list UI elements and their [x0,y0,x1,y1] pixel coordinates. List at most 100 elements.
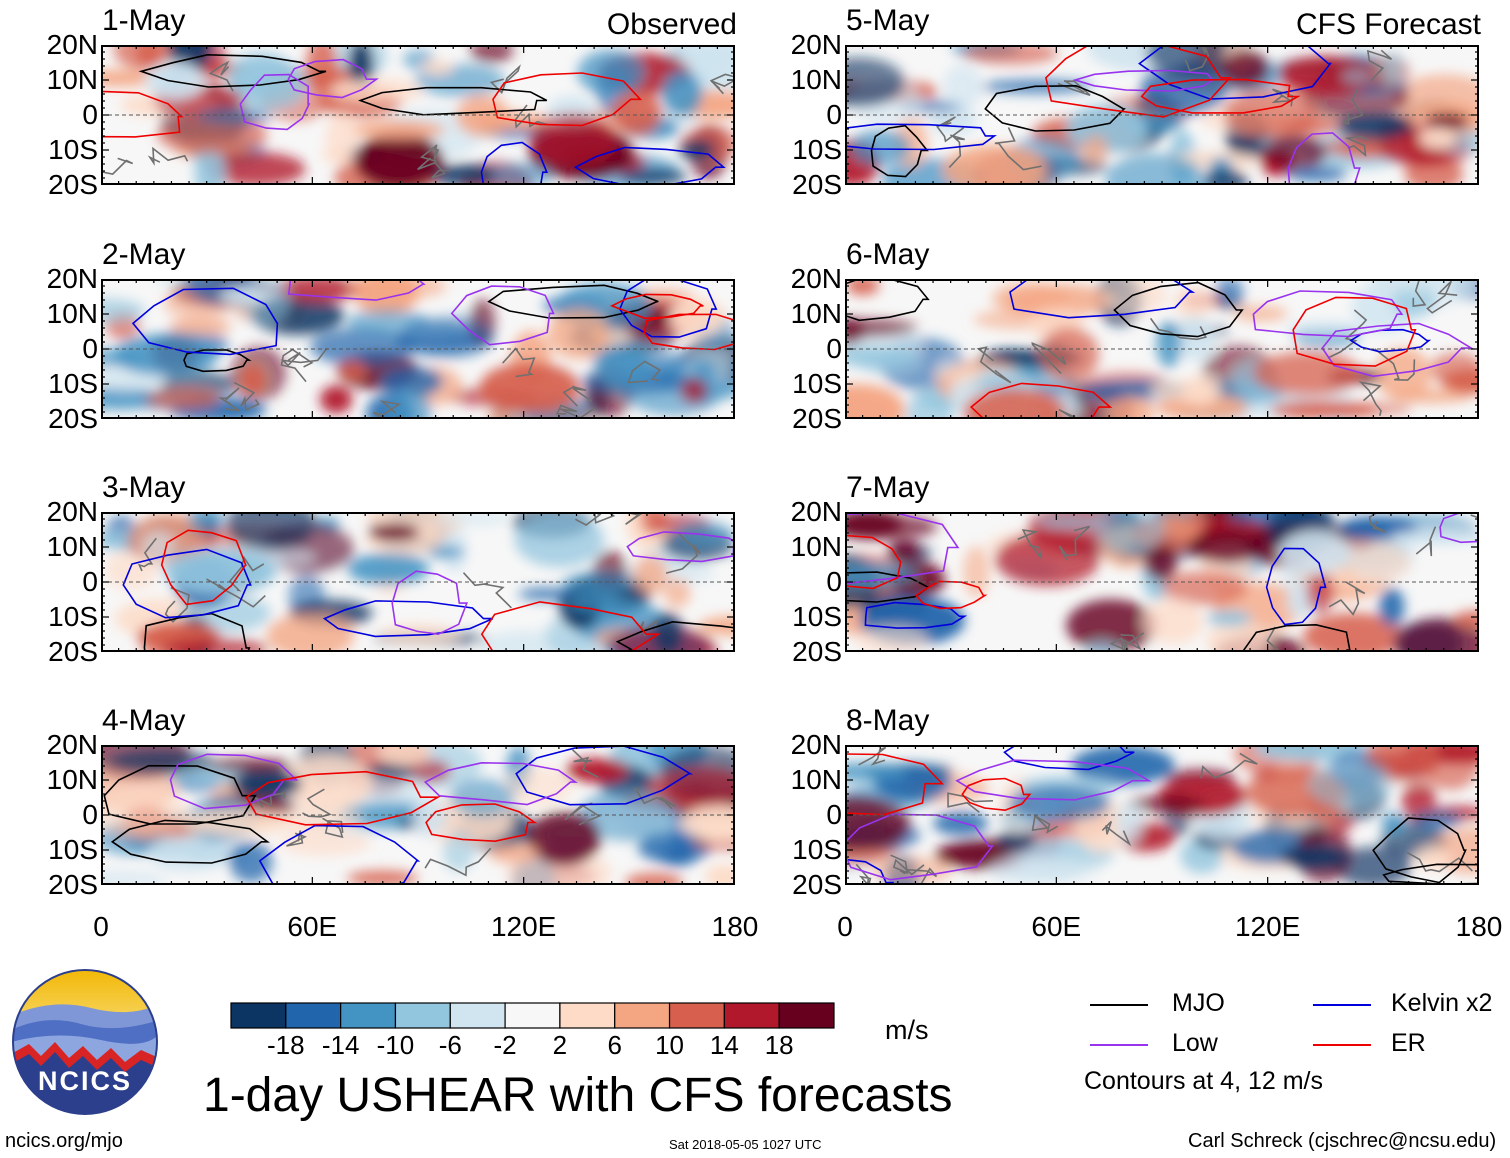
shear-anomaly-blob [1037,515,1106,529]
contour-low [845,512,960,585]
contour-mjo [1372,817,1467,884]
shear-anomaly-blob [845,346,913,368]
coastline [571,749,599,779]
y-tick-label: 20N [46,29,98,60]
shear-anomaly-blob [426,545,465,559]
coastline [564,802,601,826]
contour-kelvin-x2 [258,824,421,885]
y-tick-label: 10S [792,834,842,865]
contour-er [969,382,1113,419]
shear-anomaly-blob [205,152,306,185]
shear-anomaly-blob [339,361,367,381]
coastline [890,854,925,876]
coastline [164,587,190,623]
legend-label: ER [1391,1029,1426,1057]
y-tick-label: 0 [826,566,842,597]
y-tick-label: 20N [790,263,842,294]
shear-anomaly-blob [101,387,165,410]
coastline [1266,626,1282,652]
shear-anomaly-blob [320,385,353,414]
shear-anomaly-blob [282,756,373,811]
contour-low [1439,512,1479,544]
y-tick-label: 10N [790,531,842,562]
shear-anomaly-blob [219,287,271,303]
shear-anomaly-blob [646,766,735,804]
colorbar-tick-label: -10 [376,1030,415,1060]
x-tick-label: 180 [1455,911,1503,942]
colorbar-boxes [230,1002,835,1029]
shear-anomaly-blob [1156,395,1249,419]
shear-anomaly-blob [195,107,272,125]
map-panel [845,45,1479,185]
shear-anomaly-blob [1094,512,1165,555]
shear-anomaly-blob [157,115,268,155]
contour-er [1140,78,1301,114]
y-tick-label: 20N [46,729,98,760]
contour-er [1045,45,1232,118]
shear-anomaly-blob [1161,570,1248,606]
shear-anomaly-blob [309,327,415,366]
shear-anomaly-blob [194,144,225,185]
coastline [1200,752,1258,779]
shear-anomaly-blob [1038,327,1099,383]
coastline [424,847,492,877]
shear-anomaly-blob [348,45,374,87]
shear-anomaly-blob [856,625,929,652]
shear-anomaly-blob [612,90,662,136]
coastline [286,830,308,847]
legend-swatch-er [1313,1044,1371,1046]
colorbar-swatch [778,1002,835,1029]
coastline [1031,814,1058,834]
shear-anomaly-blob [678,139,715,160]
contour-mjo [183,349,252,373]
coastline [1031,342,1067,375]
contour-low [423,761,579,806]
shear-anomaly-blob [669,298,726,336]
shear-anomaly-blob [306,45,339,92]
shear-anomaly-blob [422,60,453,74]
shear-anomaly-blob [1156,321,1182,368]
axis-ticks [845,512,1479,652]
shear-anomaly-blob [963,387,1066,419]
shear-anomaly-blob [503,766,573,807]
website-link[interactable]: ncics.org/mjo [5,1130,123,1152]
map-panel [845,745,1479,885]
y-tick-label: 10S [792,601,842,632]
map-panel [845,279,1479,419]
shear-anomaly-blob [1181,375,1220,406]
shear-anomaly-blob [1233,305,1288,322]
contour-low [450,285,555,346]
shear-anomaly-blob [348,120,446,140]
coastline [1366,49,1393,82]
coastline [208,60,234,92]
shear-anomaly-blob [1379,587,1405,627]
x-tick-label: 60E [287,911,338,942]
shear-anomaly-blob [660,846,696,867]
axis-ticks [845,745,1479,885]
x-tick-label: 180 [711,911,759,942]
coastline [228,555,265,592]
shear-anomaly-blob [906,387,953,419]
y-tick-label: 20S [48,169,98,200]
contour-kelvin-x2 [515,745,694,806]
y-tick-label: 0 [82,99,98,130]
panel-date-label: 2-May [102,238,186,271]
shear-anomaly-blob [266,613,355,652]
shear-anomaly-blob [1174,287,1213,318]
y-tick-label: 10N [790,64,842,95]
shear-anomaly-blob [962,45,1059,65]
shear-anomaly-blob [943,64,983,110]
shear-anomaly-blob [408,759,452,783]
map-panel [101,745,735,885]
shear-anomaly-blob [942,145,1047,185]
main-title: 1-day USHEAR with CFS forecasts [203,1069,953,1122]
shear-anomaly-blob [1278,529,1351,575]
coastline [137,537,157,572]
colorbar-swatch [559,1002,616,1029]
panel-date-label: 1-May [102,4,186,37]
contour-kelvin-x2 [122,548,252,619]
colorbar-tick-label: 10 [655,1030,684,1060]
shear-anomaly-blob [1441,369,1479,394]
coastline [302,788,332,818]
legend-label: MJO [1172,989,1225,1017]
